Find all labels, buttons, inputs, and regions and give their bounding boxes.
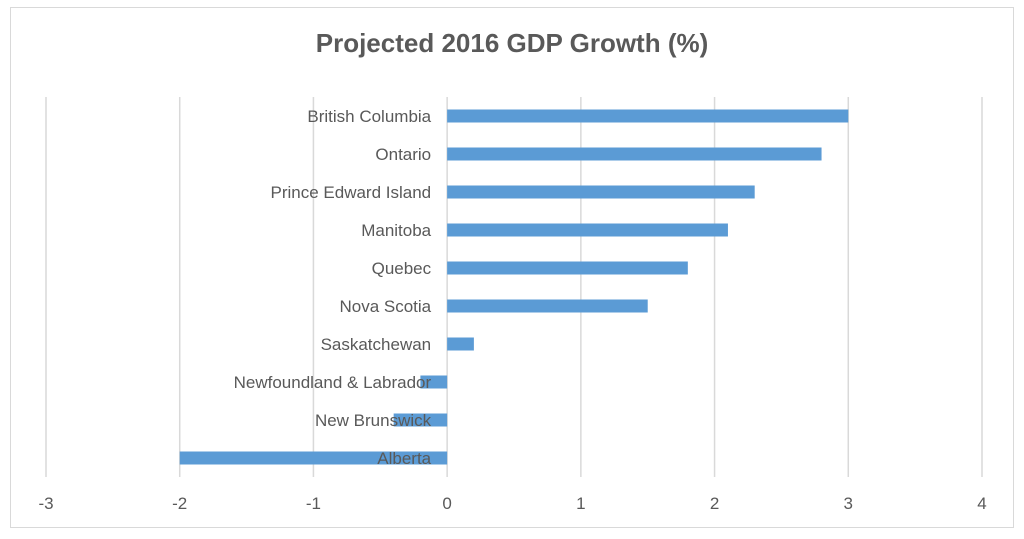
x-tick-label: 2 <box>710 494 719 513</box>
bar <box>393 413 448 427</box>
category-label: Alberta <box>377 449 431 468</box>
category-label: Nova Scotia <box>339 297 431 316</box>
category-label: Newfoundland & Labrador <box>234 373 432 392</box>
bar <box>447 261 688 275</box>
bar <box>179 451 448 465</box>
x-tick-label: 1 <box>576 494 585 513</box>
bar <box>447 337 474 351</box>
bar <box>420 375 448 389</box>
category-label: British Columbia <box>307 107 431 126</box>
x-tick-label: -3 <box>38 494 53 513</box>
category-label: Saskatchewan <box>321 335 432 354</box>
category-label: Manitoba <box>361 221 431 240</box>
category-label: Quebec <box>372 259 432 278</box>
chart-title: Projected 2016 GDP Growth (%) <box>315 28 709 58</box>
bar <box>447 147 822 161</box>
x-tick-label: 3 <box>844 494 853 513</box>
category-label: Ontario <box>375 145 431 164</box>
category-label: Prince Edward Island <box>271 183 432 202</box>
x-tick-label: -2 <box>172 494 187 513</box>
bar <box>447 223 728 237</box>
x-tick-label: 4 <box>977 494 986 513</box>
bar <box>447 109 849 123</box>
x-tick-label: -1 <box>306 494 321 513</box>
bar <box>447 299 648 313</box>
category-label: New Brunswick <box>315 411 432 430</box>
x-tick-label: 0 <box>442 494 451 513</box>
bar <box>447 185 755 199</box>
